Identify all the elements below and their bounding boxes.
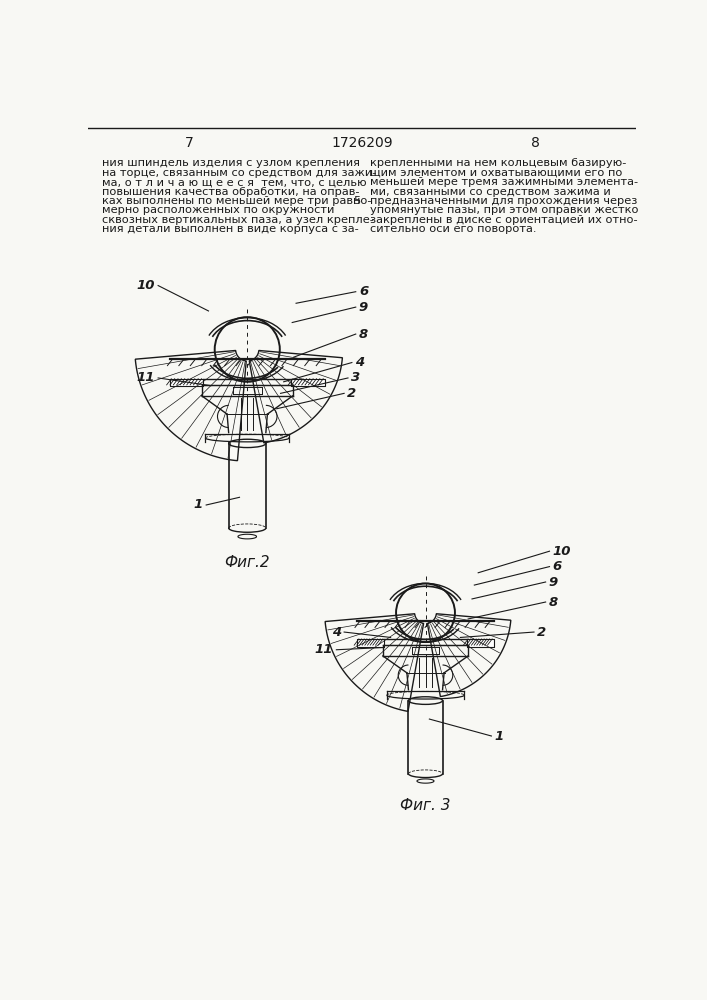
Text: мерно расположенных по окружности: мерно расположенных по окружности: [103, 205, 334, 215]
Text: 2: 2: [347, 387, 356, 400]
Text: ния шпиндель изделия с узлом крепления: ния шпиндель изделия с узлом крепления: [103, 158, 361, 168]
Text: 8: 8: [531, 136, 540, 150]
Text: 1: 1: [194, 498, 203, 512]
Text: ния детали выполнен в виде корпуса с за-: ния детали выполнен в виде корпуса с за-: [103, 224, 359, 234]
Text: ма, о т л и ч а ю щ е е с я  тем, что, с целью: ма, о т л и ч а ю щ е е с я тем, что, с …: [103, 177, 367, 187]
Text: 2: 2: [537, 626, 547, 639]
Text: меньшей мере тремя зажимными элемента-: меньшей мере тремя зажимными элемента-: [370, 177, 638, 187]
Text: 6: 6: [359, 285, 368, 298]
Text: 9: 9: [549, 576, 558, 588]
Text: 10: 10: [553, 545, 571, 558]
Text: ках выполнены по меньшей мере три равно-: ках выполнены по меньшей мере три равно-: [103, 196, 372, 206]
Text: 8: 8: [359, 328, 368, 341]
Text: 10: 10: [136, 279, 155, 292]
Text: 8: 8: [549, 596, 558, 609]
Text: Фиг. 3: Фиг. 3: [400, 798, 451, 813]
Text: Фиг.2: Фиг.2: [224, 555, 270, 570]
Text: 6: 6: [553, 560, 562, 573]
Text: 4: 4: [332, 626, 341, 639]
Text: 7: 7: [185, 136, 194, 150]
Text: 1726209: 1726209: [331, 136, 393, 150]
Text: повышения качества обработки, на оправ-: повышения качества обработки, на оправ-: [103, 187, 360, 197]
Text: крепленными на нем кольцевым базирую-: крепленными на нем кольцевым базирую-: [370, 158, 626, 168]
Text: щим элементом и охватывающими его по: щим элементом и охватывающими его по: [370, 168, 622, 178]
Text: 1: 1: [494, 730, 503, 742]
Text: 5: 5: [354, 196, 361, 206]
Text: 4: 4: [355, 356, 364, 369]
Text: предназначенными для прохождения через: предназначенными для прохождения через: [370, 196, 637, 206]
Text: упомянутые пазы, при этом оправки жестко: упомянутые пазы, при этом оправки жестко: [370, 205, 638, 215]
Text: ми, связанными со средством зажима и: ми, связанными со средством зажима и: [370, 187, 610, 197]
Text: 11: 11: [315, 643, 333, 656]
Text: сквозных вертикальных паза, а узел крепле-: сквозных вертикальных паза, а узел крепл…: [103, 215, 374, 225]
Text: 9: 9: [359, 301, 368, 314]
Text: сительно оси его поворота.: сительно оси его поворота.: [370, 224, 536, 234]
Text: на торце, связанным со средством для зажи-: на торце, связанным со средством для заж…: [103, 168, 377, 178]
Text: 3: 3: [351, 371, 361, 384]
Text: закреплены в диске с ориентацией их отно-: закреплены в диске с ориентацией их отно…: [370, 215, 637, 225]
Text: 11: 11: [136, 371, 155, 384]
